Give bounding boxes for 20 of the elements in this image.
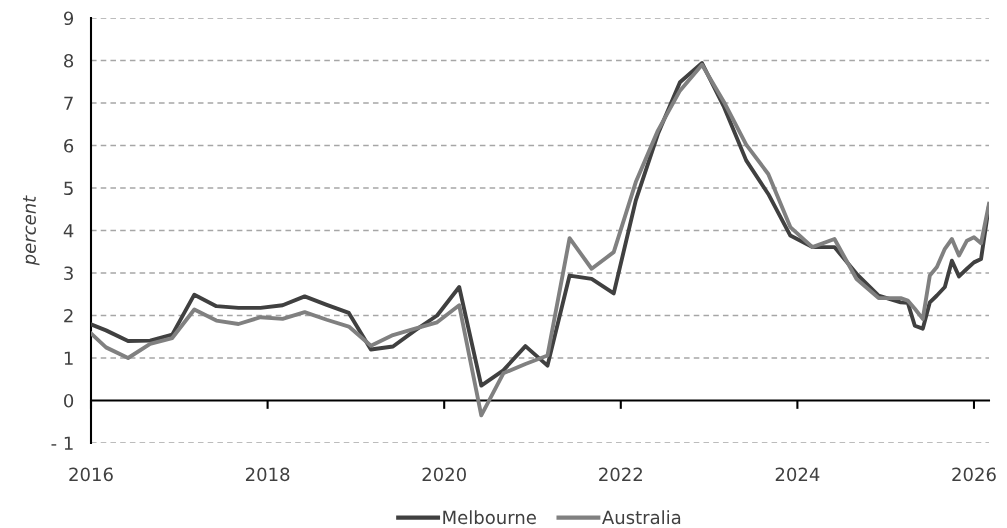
y-tick-label: 8: [64, 53, 74, 68]
legend-label: Melbourne: [443, 510, 536, 525]
y-tick-label: 6: [64, 138, 74, 153]
y-tick-label: 4: [63, 224, 74, 238]
y-axis-title: percent: [23, 195, 40, 266]
y-tick-label: 1: [64, 351, 73, 365]
x-tick-label: 2020: [422, 467, 466, 482]
legend-label: Australia: [602, 510, 681, 525]
x-tick-label: 2026: [952, 467, 996, 482]
y-tick-label: 9: [63, 11, 74, 26]
y-tick-label: 0: [64, 393, 74, 408]
x-tick-label: 2016: [69, 467, 113, 482]
y-tick-label: 7: [64, 96, 73, 110]
x-tick-label: 2024: [775, 467, 820, 482]
x-tick-label: 2018: [245, 467, 290, 482]
y-tick-label: 5: [64, 181, 73, 196]
y-tick-label: - 1: [51, 436, 73, 450]
y-tick-label: 2: [64, 308, 73, 323]
x-tick-label: 2022: [599, 467, 642, 482]
y-tick-label: 3: [64, 266, 73, 281]
